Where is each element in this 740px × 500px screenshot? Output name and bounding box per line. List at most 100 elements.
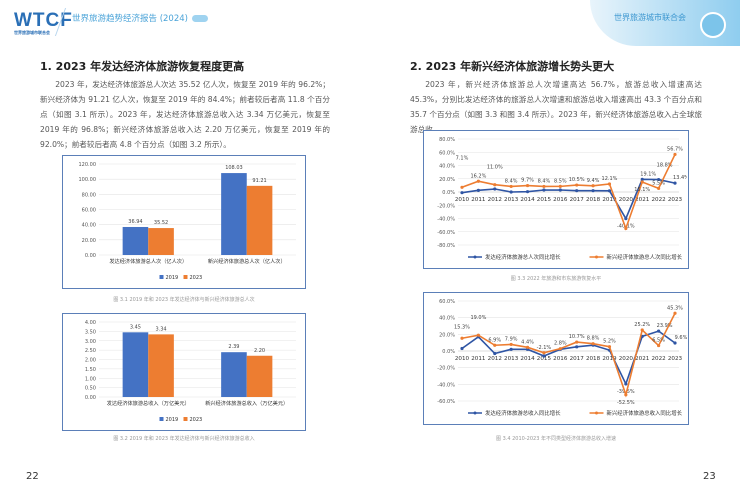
page-number-left: 22 (26, 471, 39, 482)
x-tick-label: 2017 (570, 356, 585, 362)
data-point (640, 328, 644, 332)
paragraph-1: 2023 年，发达经济体旅游总人次达 35.52 亿人次，恢复至 2019 年的… (40, 80, 330, 149)
bar (246, 355, 273, 397)
data-point (509, 342, 513, 347)
data-point (542, 351, 546, 355)
data-label: 8.4% (505, 178, 518, 184)
data-label: 2.8% (554, 341, 567, 347)
data-point (673, 341, 677, 345)
x-category-label: 新兴经济体旅游总收入（万亿美元） (205, 399, 288, 407)
x-tick-label: 2015 (537, 356, 552, 362)
data-point (591, 184, 595, 188)
data-label: 15.3% (454, 324, 470, 330)
data-point (624, 393, 628, 397)
data-point (591, 342, 595, 346)
header-badge (191, 14, 208, 22)
data-label: 9.4% (587, 178, 600, 184)
data-point (624, 226, 628, 231)
data-point (575, 340, 579, 344)
data-point (673, 181, 677, 185)
y-tick-label: 40.0% (439, 164, 455, 170)
data-label: -52.5% (617, 400, 635, 406)
data-label: 4.4% (521, 339, 534, 345)
x-tick-label: 2012 (488, 356, 502, 362)
x-category-label: 发达经济体旅游总收入（万亿美元） (107, 399, 190, 407)
data-point (476, 333, 480, 337)
data-point (493, 187, 497, 191)
data-label: 7.1% (456, 155, 469, 161)
org-name: 世界旅游城市联合会 (614, 13, 686, 22)
legend-label: 发达经济体旅游总人次同比增长 (485, 253, 561, 261)
y-tick-label: -20.0% (437, 203, 455, 209)
data-label: 6.5% (652, 338, 665, 344)
data-point (575, 345, 579, 349)
data-label: 6.9% (488, 337, 501, 343)
data-point (493, 343, 497, 347)
y-tick-label: 40.0% (439, 316, 455, 322)
series-line (461, 154, 676, 231)
chart-3-3: -80.0% -60.0% -40.0% -20.0% 0.0% 20.0% 40.0% 60… (423, 130, 689, 269)
section-heading-1: 1. 2023 年发达经济体旅游恢复程度更高 (40, 60, 245, 73)
paragraph-2: 2023 年，新兴经济体旅游总人次增速高达 56.7%，旅游总收入增速高达 45… (410, 80, 702, 134)
data-point (525, 345, 530, 349)
data-point (657, 343, 661, 348)
x-tick-label: 2011 (471, 356, 486, 362)
legend-marker (473, 411, 477, 415)
data-point (657, 186, 661, 190)
x-tick-label: 2020 (619, 356, 634, 362)
data-label: 18.8% (657, 163, 673, 169)
x-tick-label: 2019 (602, 197, 617, 203)
y-tick-label: 3.00 (85, 339, 96, 345)
data-point (558, 188, 562, 192)
y-tick-label: 0.00 (85, 253, 96, 259)
data-label: 19.1% (640, 171, 656, 177)
data-label: 45.3% (667, 305, 683, 311)
y-tick-label: 40.00 (82, 223, 96, 229)
data-point (460, 336, 464, 340)
y-tick-label: 60.0% (439, 150, 455, 156)
series-line (461, 178, 676, 221)
y-tick-label: 0.0% (442, 190, 455, 196)
legend-marker (595, 411, 598, 415)
x-tick-label: 2016 (553, 356, 568, 362)
data-point (525, 190, 530, 194)
wtcf-logo: WTCF 世界旅游城市联合会 (14, 10, 73, 36)
bar (122, 332, 149, 397)
data-point (607, 182, 612, 186)
y-tick-label: 1.00 (85, 376, 96, 382)
data-point (460, 191, 464, 195)
y-tick-label: 20.0% (439, 332, 455, 338)
page-number-right: 23 (703, 471, 716, 482)
chart-3-2: 0.00 0.50 1.00 1.50 2.00 2.50 3.00 3.50 4.00 3.45… (62, 313, 306, 431)
x-category-label: 发达经济体旅游总人次（亿人次） (109, 257, 187, 265)
data-label: 8.5% (554, 178, 567, 184)
data-label: 56.7% (667, 146, 683, 152)
figure-caption: 图 3.2 2019 年和 2023 年发达经济体与新兴经济体旅游总收入 (113, 436, 255, 442)
x-tick-label: 2019 (602, 356, 617, 362)
data-label: 19.0% (470, 315, 486, 321)
logo-subtext: 世界旅游城市联合会 (14, 30, 50, 35)
data-point (575, 183, 579, 187)
x-tick-label: 2017 (570, 197, 585, 203)
legend-swatch (183, 275, 188, 279)
data-point (673, 152, 677, 157)
legend-label: 2023 (190, 417, 203, 423)
x-tick-label: 2010 (455, 197, 470, 203)
data-point (657, 177, 661, 182)
x-tick-label: 2023 (668, 197, 683, 203)
data-point (607, 189, 612, 193)
data-point (558, 347, 562, 351)
data-label: 7.9% (505, 336, 518, 342)
figure-caption: 图 3.1 2019 年和 2023 年发达经济体与新兴经济体旅游总人次 (113, 297, 255, 303)
data-point (558, 184, 562, 188)
legend-label: 发达经济体旅游总收入同比增长 (485, 409, 561, 417)
data-point (460, 346, 464, 351)
data-point (493, 351, 497, 356)
data-label: 15.1% (634, 187, 650, 193)
y-tick-label: 3.50 (85, 329, 96, 335)
y-tick-label: 100.00 (79, 177, 97, 183)
x-category-label: 新兴经济体旅游总人次（亿人次） (208, 257, 286, 265)
data-label: 10.7% (569, 334, 585, 340)
legend-label: 2019 (166, 417, 179, 423)
data-label: 5.5% (652, 180, 665, 186)
